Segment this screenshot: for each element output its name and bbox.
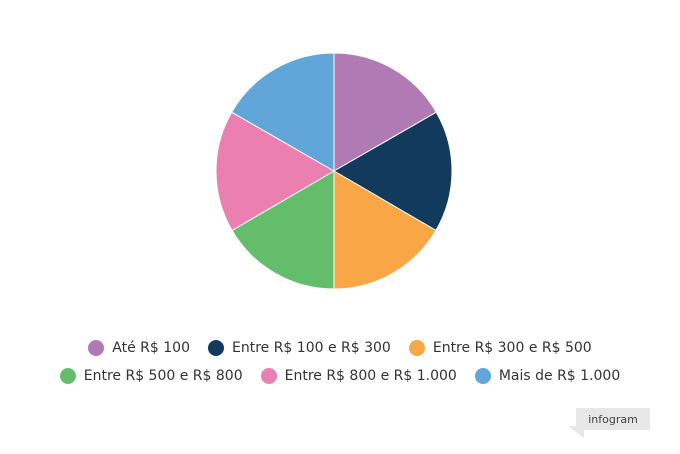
- legend-label: Entre R$ 500 e R$ 800: [83, 368, 243, 384]
- infogram-badge[interactable]: infogram: [576, 408, 650, 430]
- legend-item-300-500[interactable]: Entre R$ 300 e R$ 500: [408, 340, 592, 356]
- infogram-badge-label: infogram: [588, 412, 638, 426]
- legend-item-mais-1000[interactable]: Mais de R$ 1.000: [474, 368, 621, 384]
- pie-slice-4[interactable]: [215, 111, 335, 232]
- legend-swatch: [474, 368, 491, 384]
- legend-swatch: [260, 368, 277, 384]
- legend-label: Entre R$ 800 e R$ 1.000: [284, 368, 457, 384]
- legend-label: Entre R$ 100 e R$ 300: [231, 340, 391, 356]
- legend-label: Até R$ 100: [112, 340, 190, 356]
- legend-item-100-300[interactable]: Entre R$ 100 e R$ 300: [207, 340, 391, 356]
- pie-slice-1[interactable]: [333, 111, 453, 232]
- pie-slice-2[interactable]: [333, 170, 437, 290]
- pie-slice-3[interactable]: [231, 170, 335, 290]
- legend-swatch: [59, 368, 76, 384]
- legend-swatch: [408, 340, 425, 356]
- legend-swatch: [207, 340, 224, 356]
- pie-slice-0[interactable]: [333, 52, 437, 172]
- legend-item-800-1000[interactable]: Entre R$ 800 e R$ 1.000: [260, 368, 457, 384]
- legend-item-500-800[interactable]: Entre R$ 500 e R$ 800: [59, 368, 243, 384]
- legend-swatch: [88, 340, 105, 356]
- legend-row-1: Até R$ 100 Entre R$ 100 e R$ 300 Entre R…: [0, 340, 680, 356]
- legend-item-ate-100[interactable]: Até R$ 100: [88, 340, 190, 356]
- pie-slice-5[interactable]: [231, 52, 335, 172]
- legend-label: Mais de R$ 1.000: [498, 368, 621, 384]
- legend-row-2: Entre R$ 500 e R$ 800 Entre R$ 800 e R$ …: [0, 368, 680, 384]
- legend-label: Entre R$ 300 e R$ 500: [432, 340, 592, 356]
- pie-svg: [215, 52, 453, 290]
